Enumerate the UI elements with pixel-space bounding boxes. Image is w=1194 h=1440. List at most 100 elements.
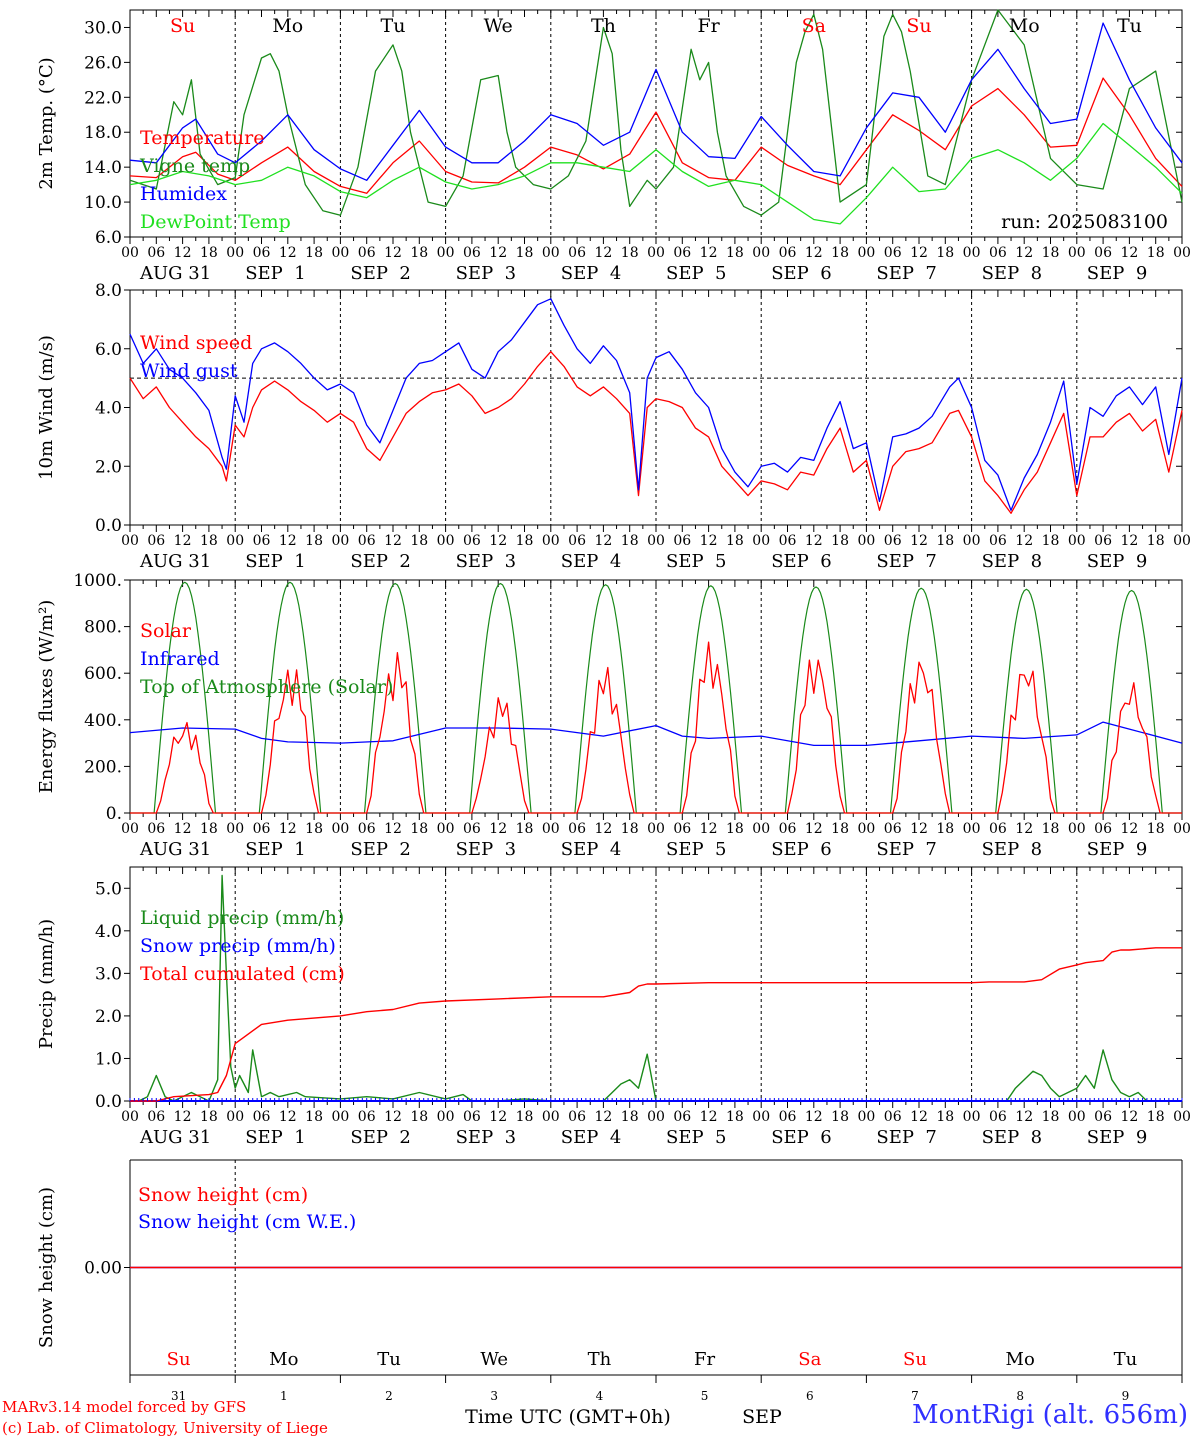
hour-tick-label: 06 bbox=[1094, 1109, 1112, 1125]
legend-entry: Snow precip (mm/h) bbox=[140, 935, 336, 957]
y-tick-label: 1.0 bbox=[95, 1049, 122, 1069]
panel-3: 0. 200. 400. 600. 800. 1000. Energy fluxes (W/… bbox=[36, 571, 1183, 824]
weekday-label: Tu bbox=[381, 15, 406, 37]
date-label: SEP 7 bbox=[876, 839, 936, 860]
hour-tick-label: 06 bbox=[779, 821, 797, 837]
y-axis-label: 2m Temp. (°C) bbox=[36, 57, 57, 189]
weekday-label: Sa bbox=[802, 15, 826, 37]
y-tick-label: 0.0 bbox=[95, 516, 122, 536]
hour-tick-label: 00 bbox=[1068, 821, 1086, 837]
hour-tick-label: 00 bbox=[331, 821, 349, 837]
hour-tick-label: 18 bbox=[621, 533, 639, 549]
hour-tick-label: 00 bbox=[437, 821, 455, 837]
hour-tick-label: 00 bbox=[542, 821, 560, 837]
legend-entry: Wind gust bbox=[140, 360, 238, 382]
hour-tick-label: 12 bbox=[384, 533, 402, 549]
hour-tick-label: 06 bbox=[147, 245, 165, 261]
hour-tick-label: 18 bbox=[726, 533, 744, 549]
hour-tick-label: 12 bbox=[384, 1109, 402, 1125]
hour-tick-label: 00 bbox=[752, 1109, 770, 1125]
hour-tick-label: 12 bbox=[700, 1109, 718, 1125]
panel-1: 6.0 10.0 14.0 18.0 22.0 26.0 30.0 2m Temp. (°C)… bbox=[36, 9, 1183, 248]
hour-tick-label: 06 bbox=[884, 1109, 902, 1125]
hour-tick-label: 18 bbox=[726, 1109, 744, 1125]
y-tick-label: 800. bbox=[84, 618, 122, 638]
hour-tick-label: 12 bbox=[805, 245, 823, 261]
hour-tick-label: 18 bbox=[410, 245, 428, 261]
hour-tick-label: 12 bbox=[384, 245, 402, 261]
hour-tick-label: 18 bbox=[831, 533, 849, 549]
date-label: SEP 8 bbox=[982, 1127, 1042, 1148]
hour-tick-label: 18 bbox=[726, 821, 744, 837]
date-label: SEP 1 bbox=[245, 839, 305, 860]
y-tick-label: 200. bbox=[84, 757, 122, 777]
series-total-cumulated-cm- bbox=[130, 947, 1182, 1102]
day-number: 3 bbox=[490, 1389, 498, 1403]
hour-tick-label: 06 bbox=[463, 821, 481, 837]
weekday-label: Tu bbox=[1114, 1349, 1138, 1370]
date-label: SEP 7 bbox=[876, 263, 936, 284]
hour-tick-label: 06 bbox=[1094, 245, 1112, 261]
series-dewpoint-temp bbox=[129, 122, 1183, 225]
hour-tick-label: 00 bbox=[963, 245, 981, 261]
date-label: AUG 31 bbox=[139, 551, 211, 572]
hour-tick-label: 00 bbox=[1173, 245, 1191, 261]
hour-tick-label: 18 bbox=[1147, 533, 1165, 549]
hour-tick-label: 18 bbox=[1147, 821, 1165, 837]
hour-tick-label: 00 bbox=[437, 245, 455, 261]
hour-tick-label: 00 bbox=[647, 245, 665, 261]
y-tick-label: 6.0 bbox=[95, 340, 122, 360]
weekday-label: Th bbox=[588, 1349, 612, 1370]
weekday-label: Mo bbox=[272, 15, 303, 37]
hour-tick-label: 06 bbox=[673, 245, 691, 261]
hour-tick-label: 00 bbox=[1173, 821, 1191, 837]
hour-tick-label: 18 bbox=[305, 533, 323, 549]
weekday-label: Sa bbox=[798, 1349, 821, 1370]
hour-tick-label: 00 bbox=[121, 245, 139, 261]
weekday-label: Fr bbox=[694, 1349, 715, 1370]
hour-tick-label: 18 bbox=[410, 1109, 428, 1125]
y-tick-label: 0. bbox=[106, 804, 122, 824]
hour-tick-label: 12 bbox=[910, 1109, 928, 1125]
series-temperature bbox=[129, 77, 1183, 194]
hour-tick-label: 00 bbox=[542, 245, 560, 261]
series-humidex bbox=[129, 22, 1183, 181]
hour-tick-label: 12 bbox=[384, 821, 402, 837]
hour-tick-label: 06 bbox=[147, 533, 165, 549]
lab-credit: (c) Lab. of Climatology, University of L… bbox=[2, 1419, 328, 1437]
hour-tick-label: 06 bbox=[358, 1109, 376, 1125]
legend-entry: Solar bbox=[140, 620, 192, 642]
hour-tick-label: 18 bbox=[831, 821, 849, 837]
y-tick-label: 8.0 bbox=[95, 281, 122, 301]
legend-entry: Temperature bbox=[140, 127, 264, 149]
date-label: SEP 3 bbox=[456, 839, 516, 860]
y-axis-label: Energy fluxes (W/m²) bbox=[36, 600, 57, 794]
hour-tick-label: 18 bbox=[621, 1109, 639, 1125]
hour-tick-label: 00 bbox=[1068, 1109, 1086, 1125]
y-tick-label: 0.00 bbox=[84, 1259, 122, 1279]
hour-tick-label: 12 bbox=[910, 821, 928, 837]
hour-tick-label: 00 bbox=[331, 1109, 349, 1125]
date-label: SEP 9 bbox=[1087, 839, 1147, 860]
hour-tick-label: 06 bbox=[568, 533, 586, 549]
date-label: SEP 9 bbox=[1087, 263, 1147, 284]
hour-tick-label: 12 bbox=[1015, 245, 1033, 261]
date-label: SEP 1 bbox=[245, 263, 305, 284]
station-label: MontRigi (alt. 656m) bbox=[912, 1400, 1188, 1430]
hour-tick-label: 00 bbox=[226, 821, 244, 837]
legend-entry: Top of Atmosphere (Solar) bbox=[140, 676, 393, 698]
weekday-label: Su bbox=[167, 1349, 191, 1370]
run-label: run: 2025083100 bbox=[1001, 211, 1168, 233]
hour-tick-label: 00 bbox=[857, 821, 875, 837]
hour-tick-label: 00 bbox=[121, 533, 139, 549]
hour-tick-label: 12 bbox=[700, 245, 718, 261]
day-number: 9 bbox=[1122, 1389, 1130, 1403]
hour-tick-label: 00 bbox=[1068, 533, 1086, 549]
y-tick-label: 14.0 bbox=[84, 158, 122, 178]
y-axis-label: Snow height (cm) bbox=[36, 1187, 57, 1348]
series-wind-gust bbox=[129, 298, 1183, 511]
y-tick-label: 4.0 bbox=[95, 399, 122, 419]
hour-tick-label: 18 bbox=[936, 533, 954, 549]
date-label: SEP 6 bbox=[771, 551, 831, 572]
